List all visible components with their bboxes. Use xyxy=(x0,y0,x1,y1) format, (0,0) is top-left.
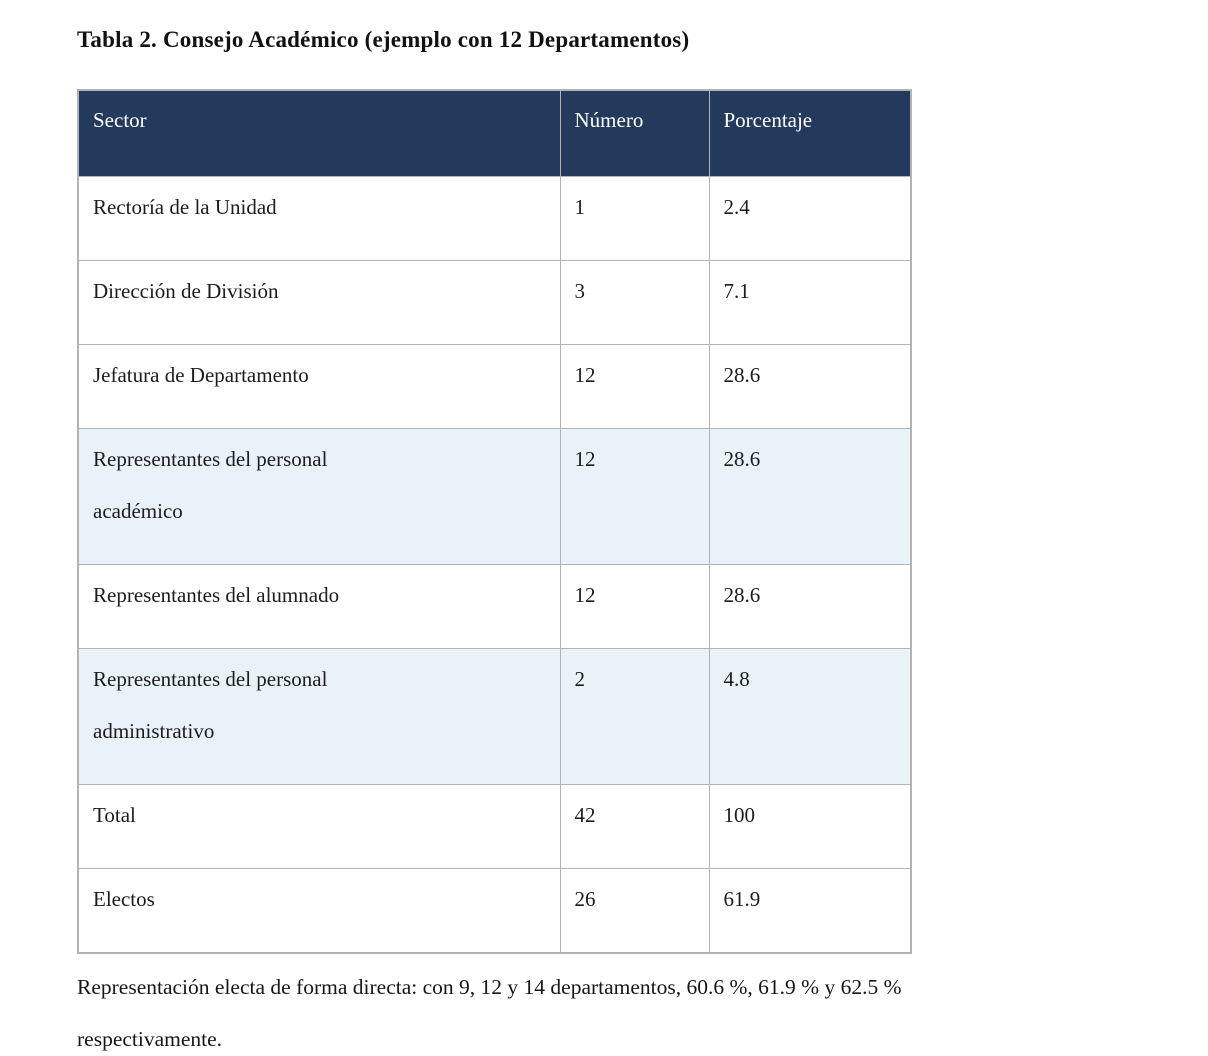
cell-numero: 42 xyxy=(559,783,710,869)
table-row-rectoria: Rectoría de la Unidad 1 2.4 xyxy=(77,175,912,261)
cell-porcentaje: 28.6 xyxy=(708,563,912,649)
cell-sector: Jefatura de Departamento xyxy=(77,343,561,429)
cell-sector: Total xyxy=(77,783,561,869)
table-title: Tabla 2. Consejo Académico (ejemplo con … xyxy=(77,27,690,52)
cell-sector: Representantes del personal académico xyxy=(77,427,561,565)
cell-sector: Rectoría de la Unidad xyxy=(77,175,561,261)
cell-sector: Electos xyxy=(77,867,561,953)
cell-numero: 3 xyxy=(559,259,710,345)
column-header-porcentaje: Porcentaje xyxy=(708,89,912,177)
table-footnote: Representación electa de forma directa: … xyxy=(77,974,902,1051)
table-row-direccion: Dirección de División 3 7.1 xyxy=(77,259,912,345)
cell-porcentaje: 28.6 xyxy=(708,343,912,429)
cell-numero: 2 xyxy=(559,647,710,785)
cell-porcentaje: 28.6 xyxy=(708,427,912,565)
cell-numero: 12 xyxy=(559,427,710,565)
cell-numero: 12 xyxy=(559,563,710,649)
table-row-jefatura: Jefatura de Departamento 12 28.6 xyxy=(77,343,912,429)
cell-numero: 12 xyxy=(559,343,710,429)
table-row-total: Total 42 100 xyxy=(77,783,912,869)
cell-porcentaje: 61.9 xyxy=(708,867,912,953)
cell-sector: Dirección de División xyxy=(77,259,561,345)
column-header-sector: Sector xyxy=(77,89,561,177)
cell-porcentaje: 4.8 xyxy=(708,647,912,785)
table-row-electos: Electos 26 61.9 xyxy=(77,867,912,953)
column-header-numero: Número xyxy=(559,89,710,177)
cell-sector: Representantes del personal administrati… xyxy=(77,647,561,785)
table-header-row: Sector Número Porcentaje xyxy=(77,89,912,177)
cell-sector: Representantes del alumnado xyxy=(77,563,561,649)
table-row-alumnado: Representantes del alumnado 12 28.6 xyxy=(77,563,912,649)
table-row-personal-academico: Representantes del personal académico 12… xyxy=(77,427,912,565)
consejo-academico-table: Sector Número Porcentaje Rectoría de la … xyxy=(77,89,912,954)
cell-porcentaje: 7.1 xyxy=(708,259,912,345)
table-row-personal-administrativo: Representantes del personal administrati… xyxy=(77,647,912,785)
cell-numero: 1 xyxy=(559,175,710,261)
cell-numero: 26 xyxy=(559,867,710,953)
cell-porcentaje: 2.4 xyxy=(708,175,912,261)
cell-porcentaje: 100 xyxy=(708,783,912,869)
